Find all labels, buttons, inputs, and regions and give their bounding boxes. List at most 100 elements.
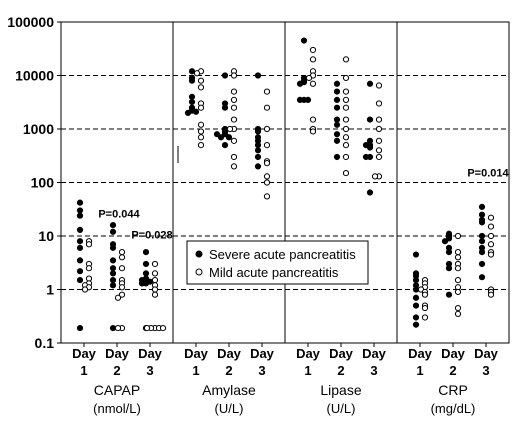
legend-marker-mild	[195, 268, 203, 276]
point-amylase-day2-severe	[225, 134, 233, 141]
point-lipase-day1-mild	[309, 128, 317, 135]
p-value-annotation: P=0.028	[131, 229, 172, 241]
point-amylase-day2-mild	[226, 125, 234, 133]
point-capap-day3-severe	[142, 249, 150, 256]
group-label-lipase: Lipase	[320, 382, 361, 398]
point-crp-day1-severe	[412, 294, 420, 301]
point-crp-day1-severe	[412, 314, 420, 321]
point-amylase-day3-mild	[263, 125, 271, 133]
point-amylase-day2-mild	[230, 88, 238, 95]
point-amylase-day3-mild	[263, 88, 271, 95]
point-capap-day1-severe	[76, 226, 84, 234]
point-crp-day2-severe	[445, 265, 453, 272]
point-amylase-day2-severe	[221, 142, 229, 149]
point-capap-day2-severe	[109, 265, 117, 272]
point-crp-day3-mild	[487, 291, 495, 298]
x-day-label: Day	[184, 346, 209, 361]
point-amylase-day2-mild	[230, 116, 238, 123]
point-crp-day3-severe	[478, 249, 486, 256]
point-amylase-day1-mild	[197, 121, 205, 128]
point-lipase-day1-severe	[300, 37, 308, 44]
point-amylase-day3-severe	[254, 147, 262, 154]
point-crp-day2-mild	[454, 254, 462, 261]
y-tick-label-0.1: 0.1	[35, 335, 55, 351]
point-amylase-day2-mild	[230, 72, 238, 79]
point-amylase-day3-severe	[254, 163, 262, 170]
point-lipase-day2-mild	[342, 116, 350, 123]
x-day-number: 3	[370, 363, 377, 378]
chart-labels: 0.1 1 10 100 1000 10000 100000 Day 1 Day 2 Day 3 CAPA…	[7, 14, 509, 416]
point-crp-day1-mild	[421, 291, 429, 298]
group-unit-amylase: (U/L)	[215, 401, 244, 416]
point-crp-day3-mild	[487, 251, 495, 258]
point-amylase-day1-mild	[197, 77, 205, 84]
point-crp-day2-mild	[454, 265, 462, 272]
point-amylase-day2-severe	[217, 134, 225, 141]
point-capap-day1-mild	[81, 286, 89, 293]
point-capap-day1-severe	[76, 324, 84, 332]
point-crp-day3-mild	[487, 232, 495, 240]
axes	[57, 21, 510, 347]
point-amylase-day1-severe	[188, 77, 196, 84]
point-lipase-day2-severe	[333, 116, 341, 123]
x-day-number: 1	[304, 363, 311, 378]
x-day-label: Day	[474, 346, 499, 361]
point-capap-day2-severe	[109, 270, 117, 277]
point-lipase-day1-severe	[296, 80, 304, 87]
point-crp-day1-severe	[412, 302, 420, 309]
point-amylase-day1-mild	[193, 70, 201, 77]
group-label-crp: CRP	[438, 382, 468, 398]
point-amylase-day1-mild	[197, 84, 205, 91]
point-lipase-day3-mild	[375, 137, 383, 144]
point-capap-day3-mild	[151, 291, 159, 298]
x-day-number: 1	[192, 363, 199, 378]
x-day-label: Day	[329, 346, 354, 361]
point-amylase-day1-mild	[197, 134, 205, 141]
point-amylase-day3-severe	[254, 153, 262, 161]
point-crp-day1-severe	[412, 276, 420, 284]
x-day-number: 2	[225, 363, 232, 378]
point-capap-day1-severe	[76, 207, 84, 214]
point-amylase-day2-severe	[221, 72, 229, 79]
point-capap-day2-severe	[109, 244, 117, 251]
y-tick-label-10: 10	[38, 228, 54, 244]
point-lipase-day3-mild	[375, 116, 383, 123]
x-day-number: 1	[416, 363, 423, 378]
p-value-annotation: P=0.014	[467, 167, 509, 179]
point-lipase-day2-severe	[333, 131, 341, 138]
point-amylase-day2-severe	[221, 104, 229, 111]
point-lipase-day2-mild	[342, 104, 350, 111]
point-crp-day1-severe	[412, 286, 420, 293]
point-capap-day1-severe	[76, 212, 84, 219]
point-lipase-day1-severe	[296, 96, 304, 103]
point-amylase-day3-mild	[263, 142, 271, 149]
legend-box	[186, 240, 369, 285]
point-amylase-day2-severe	[213, 131, 221, 138]
x-day-number: 1	[80, 363, 87, 378]
point-crp-day2-mild	[454, 288, 462, 296]
point-amylase-day3-mild	[263, 173, 271, 180]
x-day-label: Day	[105, 346, 130, 361]
point-crp-day2-mild	[454, 310, 462, 317]
point-lipase-day2-severe	[333, 88, 341, 95]
point-crp-day3-severe	[478, 232, 486, 240]
point-lipase-day2-severe	[333, 121, 341, 128]
point-capap-day1-severe	[76, 238, 84, 245]
point-capap-day1-severe	[76, 199, 84, 206]
point-amylase-day2-mild	[230, 96, 238, 103]
point-amylase-day3-mild	[263, 160, 271, 167]
point-lipase-day2-mild	[342, 88, 350, 95]
point-amylase-day3-mild	[263, 193, 271, 200]
point-lipase-day2-severe	[333, 96, 341, 103]
point-crp-day2-severe	[441, 238, 449, 245]
point-lipase-day3-severe	[366, 80, 374, 87]
point-capap-day2-severe	[109, 324, 117, 332]
point-crp-day3-severe	[478, 260, 486, 268]
point-amylase-day3-mild	[263, 179, 271, 186]
point-capap-day3-severe	[142, 270, 150, 277]
point-lipase-day2-mild	[342, 142, 350, 149]
point-crp-day1-severe	[412, 321, 420, 328]
point-lipase-day1-mild	[309, 46, 317, 54]
point-amylase-day1-severe	[188, 93, 196, 100]
